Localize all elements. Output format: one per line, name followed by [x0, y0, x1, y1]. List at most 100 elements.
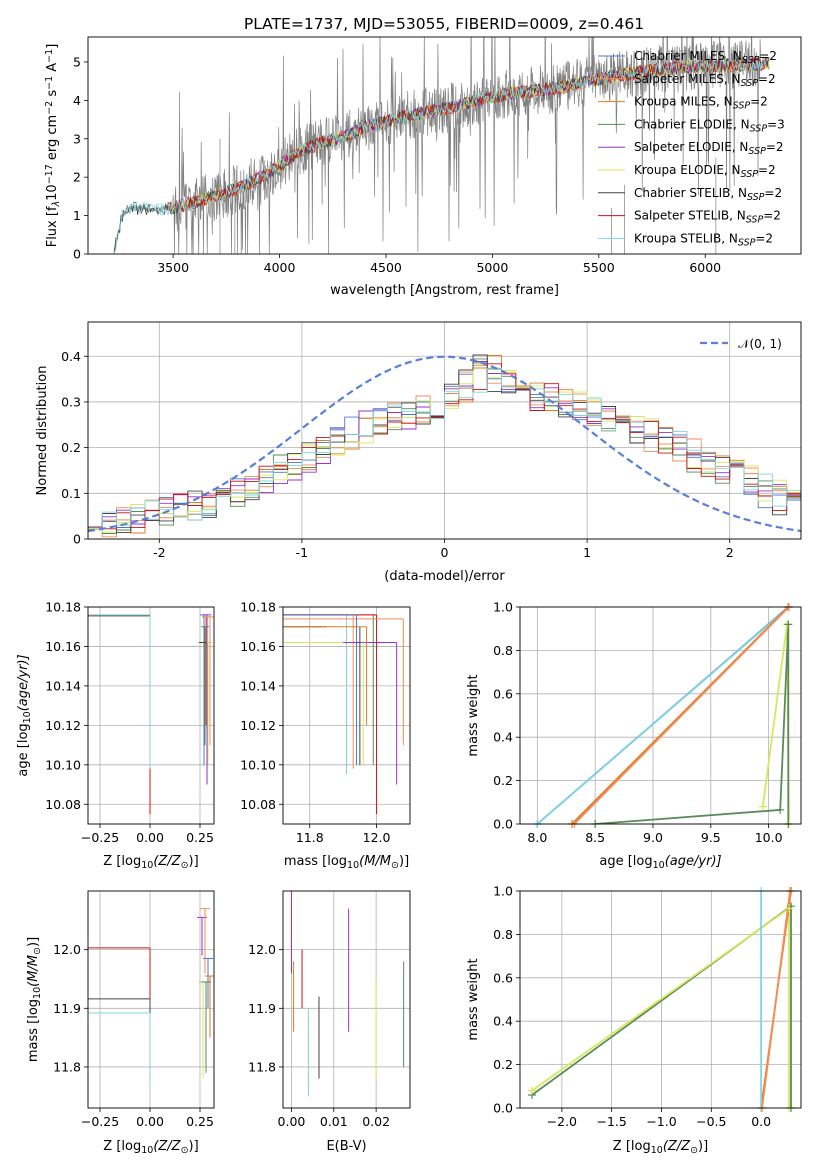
grid-z-mass — [88, 891, 214, 1108]
legend-label-part: =2 — [758, 72, 776, 86]
y-tick-label: 0.2 — [493, 1057, 513, 1072]
x-tick-label: 10.0 — [755, 830, 783, 845]
x-axis-label-part: ⊙ — [391, 860, 399, 871]
y-axis-label-part: age [log — [16, 723, 31, 776]
y-axis-label: Normed distribution — [35, 366, 50, 496]
x-axis-label-part: (age/yr)] — [665, 854, 722, 869]
weight-point-marker — [527, 1086, 536, 1095]
model-line-8 — [114, 56, 769, 253]
legend-entry: Salpeter STELIB, NSSP=2 — [598, 209, 781, 225]
y-axis-label-part: −1 — [44, 49, 55, 63]
legend-label-part: =2 — [766, 140, 784, 154]
x-ticks-mass-age: 11.8 12.0 — [296, 824, 391, 845]
y-ticks-z-age: 10.08 10.10 10.12 10.14 10.16 10.18 — [45, 600, 88, 812]
x-tick-label: 0.0 — [751, 1114, 771, 1129]
y-tick-label: 0 — [73, 532, 81, 547]
legend-label: Kroupa ELODIE, NSSP=2 — [634, 163, 776, 180]
y-ticks-age-weight: 0.0 0.2 0.4 0.6 0.8 1.0 — [493, 600, 520, 832]
axes-frame-ebv-mass — [282, 890, 411, 1109]
legend-label-part: Salpeter STELIB, N — [634, 209, 746, 223]
legend-label-part: SSP — [747, 191, 765, 202]
y-axis-label: Flux [fλ10−17 erg cm−2 s−1 A−1] — [44, 44, 62, 248]
plot-area-age-weight — [536, 607, 790, 824]
axes-frame-z-mass — [87, 890, 215, 1109]
legend-label-part: Kroupa ELODIE, N — [634, 163, 741, 177]
axes-age-weight: 8.0 8.5 9.0 9.5 10.0 0.0 0.2 0.4 0.6 0.8 1.0 age [l… — [466, 600, 802, 871]
x-tick-label: 1 — [583, 545, 591, 560]
model-line-4 — [168, 57, 770, 215]
x-tick-label: 8.0 — [527, 830, 547, 845]
x-ticks-ebv-mass: 0.00 0.01 0.02 — [278, 1108, 390, 1129]
y-tick-label: 10.12 — [240, 718, 276, 733]
y-ticks-ebv-mass: 11.8 11.9 12.0 — [248, 942, 283, 1074]
y-tick-label: 3 — [73, 131, 81, 146]
figure-title: PLATE=1737, MJD=53055, FIBERID=0009, z=0… — [244, 15, 644, 33]
y-tick-label: 10.08 — [240, 797, 276, 812]
legend-entry: Salpeter MILES, NSSP=2 — [598, 72, 776, 89]
x-axis-label: mass [log10(M/M⊙)] — [284, 854, 409, 871]
x-axis-label-part: 10 — [141, 860, 153, 871]
y-tick-label: 0.1 — [61, 486, 81, 501]
x-tick-label: 11.8 — [296, 830, 324, 845]
legend-label: Salpeter MILES, NSSP=2 — [634, 72, 776, 89]
x-tick-label: −1.0 — [646, 1114, 676, 1129]
x-axis-label-part: )] — [189, 1139, 199, 1154]
y-axis-label-part: (M/M — [26, 955, 41, 987]
x-axis-label: wavelength [Angstrom, rest frame] — [330, 283, 559, 298]
x-tick-label: -1 — [296, 545, 308, 560]
weight-series-4 — [761, 624, 790, 824]
legend-label-part: =2 — [763, 209, 781, 223]
x-tick-label: 0.01 — [320, 1114, 348, 1129]
y-tick-label: 11.9 — [53, 1001, 81, 1016]
y-axis-label-part: ] — [45, 44, 60, 49]
legend-entry: Chabrier ELODIE, NSSP=3 — [598, 117, 785, 134]
x-tick-label: 12.0 — [363, 830, 391, 845]
weight-series-4 — [761, 891, 791, 1108]
weight-point-marker — [776, 805, 785, 814]
x-tick-label: −2.0 — [547, 1114, 577, 1129]
x-tick-label: 4000 — [264, 260, 296, 275]
y-axis-label-part: mass [log — [26, 999, 41, 1062]
x-ticks-spectrum: 3500 4000 4500 5000 5500 6000 — [157, 254, 721, 275]
y-axis-label: age [log10(age/yr)] — [16, 654, 33, 776]
x-axis-label: age [log10(age/yr)] — [599, 854, 721, 871]
x-tick-label: 5500 — [583, 260, 615, 275]
y-tick-label: 10.10 — [45, 757, 81, 772]
y-tick-label: 0.0 — [493, 1101, 513, 1116]
legend-label-part: Chabrier MILES, N — [634, 49, 742, 63]
legend-label: Kroupa STELIB, NSSP=2 — [634, 231, 773, 248]
x-tick-label: 0.25 — [186, 1114, 214, 1129]
weight-series-1 — [531, 906, 790, 1108]
y-axis-label-part: −17 — [44, 164, 55, 184]
x-tick-label: 3500 — [157, 260, 189, 275]
x-tick-label: 2 — [726, 545, 734, 560]
x-axis-label-part: ⊙ — [690, 1145, 698, 1156]
axes-frame-z-age — [87, 606, 215, 825]
legend-label-part: =3 — [767, 117, 785, 131]
y-tick-label: 0.8 — [493, 927, 513, 942]
x-tick-label: 4500 — [370, 260, 402, 275]
weight-series-3 — [573, 607, 790, 824]
y-tick-label: 10.16 — [240, 639, 276, 654]
axes-residuals: -2 -1 0 1 2 0 0.1 0.2 0.3 0.4 𝒩(0, 1) (data-model)/… — [35, 321, 802, 584]
x-ticks-residuals: -2 -1 0 1 2 — [153, 539, 734, 560]
y-tick-label: 1.0 — [493, 600, 513, 615]
y-tick-label: 10.16 — [45, 639, 81, 654]
x-ticks-z-age: −0.25 0.00 0.25 — [81, 824, 214, 845]
x-axis-label-part: )] — [399, 854, 409, 869]
histogram-8 — [88, 367, 801, 539]
x-axis-label-part: )] — [189, 854, 199, 869]
y-tick-label: 0.6 — [493, 970, 513, 985]
x-axis-label-part: 10 — [347, 860, 359, 871]
y-tick-label: 10.18 — [240, 600, 276, 615]
axes-z-age: −0.25 0.00 0.25 10.0810.1010.1210.1410.1610… — [16, 600, 215, 871]
axes-frame-residuals — [87, 321, 802, 540]
plot-area-mass-age — [283, 614, 404, 815]
y-tick-label: 11.8 — [248, 1059, 276, 1074]
x-axis-label-part: age [log — [599, 854, 652, 869]
x-ticks-z-weight: −2.0 −1.5 −1.0 −0.5 0.0 — [547, 1108, 771, 1129]
y-tick-label: 2 — [73, 170, 81, 185]
y-axis-label: mass [log10(M/M⊙)] — [26, 937, 43, 1062]
x-axis-label: Z [log10(Z/Z⊙)] — [103, 1139, 198, 1156]
